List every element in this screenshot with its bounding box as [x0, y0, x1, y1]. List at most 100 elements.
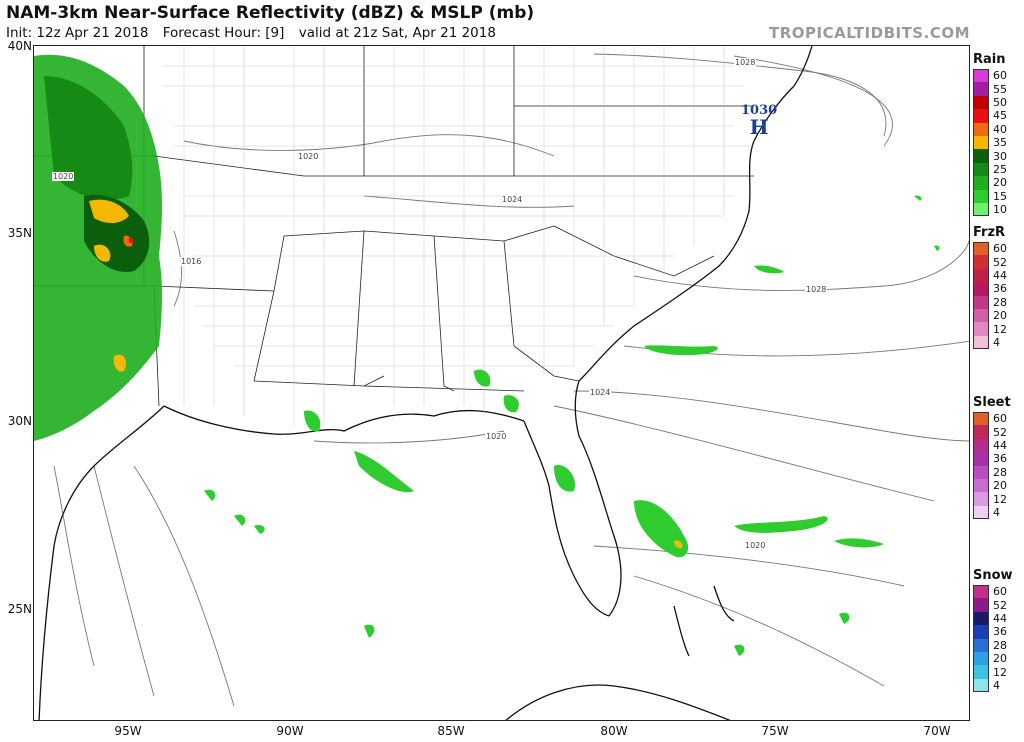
atlantic-coast — [578, 46, 813, 382]
legend-entry: 10 — [973, 202, 1023, 217]
legend-value: 12 — [993, 322, 1007, 336]
legend-value: 52 — [993, 425, 1007, 439]
legend-entry: 60 — [973, 412, 1023, 426]
legend-entry: 36 — [973, 625, 1023, 639]
legend-entry: 44 — [973, 268, 1023, 283]
isobar-label: 1020 — [297, 152, 320, 161]
legend-value: 4 — [993, 505, 1000, 519]
legend-value: 15 — [993, 189, 1007, 203]
county-lines — [164, 46, 754, 426]
legend-entry: 40 — [973, 122, 1023, 136]
coastlines — [38, 46, 813, 720]
legend-entry: 36 — [973, 282, 1023, 296]
legend-swatch — [973, 255, 989, 269]
legend-value: 12 — [993, 492, 1007, 506]
site-credit[interactable]: TROPICALTIDBITS.COM — [769, 24, 970, 42]
isobar-1020-north — [183, 134, 555, 157]
legend-swatch — [973, 425, 989, 439]
legend-value: 20 — [993, 176, 1007, 190]
isobar-label: 1020 — [52, 172, 75, 181]
legend-entry: 20 — [973, 176, 1023, 190]
legend-swatch — [973, 122, 989, 136]
legend-entry: 35 — [973, 135, 1023, 150]
legend-entry: 20 — [973, 308, 1023, 323]
legend-value: 4 — [993, 678, 1000, 692]
run-info: Init: 12z Apr 21 2018 Forecast Hour: [9]… — [6, 25, 506, 41]
legend-value: 45 — [993, 109, 1007, 123]
legend-entry: 4 — [973, 335, 1023, 350]
legend-entry: 52 — [973, 255, 1023, 269]
legend-entry: 28 — [973, 465, 1023, 479]
legend-value: 36 — [993, 282, 1007, 296]
legend-value: 52 — [993, 255, 1007, 269]
legend-entry: 60 — [973, 242, 1023, 256]
legend-snow: Snow 60 52 44 36 28 20 12 4 — [973, 568, 1023, 693]
legend-swatch — [973, 149, 989, 163]
legend-value: 44 — [993, 268, 1007, 282]
legend-value: 52 — [993, 598, 1007, 612]
valid-time: valid at 21z Sat, Apr 21 2018 — [298, 25, 496, 41]
legend-swatch — [973, 651, 989, 666]
legend-swatch — [973, 82, 989, 96]
legend-swatch — [973, 598, 989, 612]
isobar-label: 1024 — [501, 195, 524, 204]
isobar-gulf-west-2 — [93, 465, 155, 697]
gulf-coast-north — [163, 405, 525, 435]
legend-value: 60 — [993, 412, 1007, 426]
legend-entry: 4 — [973, 678, 1023, 693]
legend-swatch — [973, 95, 989, 110]
legend-swatch — [973, 412, 989, 426]
legend-entry: 60 — [973, 69, 1023, 83]
lat-label-30n: 30N — [7, 414, 32, 428]
legend-swatch — [973, 665, 989, 679]
legend-entry: 20 — [973, 478, 1023, 493]
map-panel[interactable] — [33, 45, 970, 721]
legend-entry: 45 — [973, 109, 1023, 123]
legend-swatch — [973, 268, 989, 283]
legend-value: 50 — [993, 95, 1007, 109]
legend-swatch — [973, 492, 989, 506]
legend-swatch — [973, 176, 989, 190]
legend-value: 28 — [993, 465, 1007, 479]
lat-label-25n: 25N — [7, 602, 32, 616]
legend-value: 30 — [993, 149, 1007, 163]
lon-label-95w: 95W — [114, 724, 142, 738]
legend-value: 20 — [993, 479, 1007, 493]
legend-entry: 52 — [973, 598, 1023, 612]
legend-value: 40 — [993, 122, 1007, 136]
lon-label-90w: 90W — [276, 724, 304, 738]
legend-entry: 60 — [973, 585, 1023, 599]
lon-label-75w: 75W — [761, 724, 789, 738]
legend-swatch — [973, 295, 989, 309]
isobar-gulf-west-3 — [133, 465, 235, 707]
legend-frzr: FrzR 60 52 44 36 28 20 12 4 — [973, 225, 1023, 350]
isobars — [53, 53, 969, 707]
isobar-1020-fl — [593, 545, 905, 587]
isobar-label: 1028 — [734, 58, 757, 67]
isobar-1020-south — [633, 575, 885, 687]
legend-entry: 30 — [973, 149, 1023, 163]
legend-entry: 12 — [973, 492, 1023, 506]
legend-swatch — [973, 308, 989, 323]
legend-value: 35 — [993, 136, 1007, 150]
isobar-gulf-west-1 — [53, 465, 95, 667]
legend-value: 28 — [993, 638, 1007, 652]
lon-label-85w: 85W — [437, 724, 465, 738]
legend-swatch — [973, 438, 989, 453]
legend-swatch — [973, 202, 989, 217]
legend-swatch — [973, 189, 989, 203]
legend-value: 36 — [993, 625, 1007, 639]
legend-entry: 36 — [973, 452, 1023, 466]
forecast-hour: Forecast Hour: [9] — [162, 25, 285, 41]
legend-entry: 28 — [973, 295, 1023, 309]
legend-value: 20 — [993, 309, 1007, 323]
legend-value: 44 — [993, 611, 1007, 625]
legend-value: 60 — [993, 585, 1007, 599]
isobar-1024-b — [553, 405, 935, 502]
legend-rain: Rain 60 55 50 45 40 35 30 25 20 15 10 — [973, 52, 1023, 217]
map-title: NAM-3km Near-Surface Reflectivity (dBZ) … — [6, 3, 535, 23]
legend-swatch — [973, 282, 989, 296]
cuba-coast — [505, 684, 731, 720]
legend-entry: 15 — [973, 189, 1023, 203]
isobar-1016 — [173, 230, 182, 307]
